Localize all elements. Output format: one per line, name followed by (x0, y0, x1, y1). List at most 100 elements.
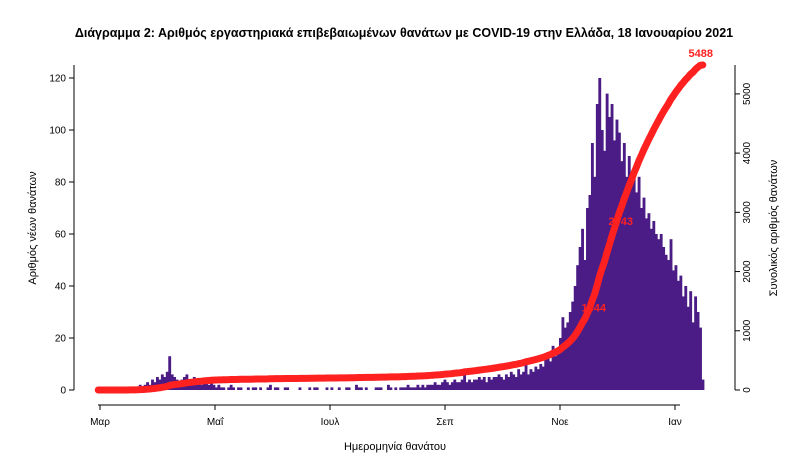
cumulative-label: 5488 (689, 48, 713, 60)
bar (527, 374, 530, 390)
bar (269, 384, 272, 390)
bar (436, 384, 439, 390)
bar (598, 78, 602, 390)
bar (214, 387, 218, 390)
cumulative-label: 1344 (581, 303, 606, 315)
y2-tick-label: 2000 (742, 260, 753, 283)
bar (428, 384, 432, 390)
bar (581, 228, 584, 390)
x-tick-label: Σεπ (436, 417, 454, 428)
bar (190, 382, 194, 390)
bar (563, 327, 567, 390)
y2-tick-label: 3000 (742, 201, 753, 224)
bar (313, 387, 317, 390)
y-ticks-right: 0 1000 2000 3000 4000 5000 (735, 82, 753, 393)
bar (418, 387, 422, 390)
bar (509, 371, 513, 390)
bar (659, 234, 663, 390)
bar (421, 384, 425, 390)
x-tick-label: Νοε (551, 417, 569, 428)
bar (480, 379, 484, 390)
bar (404, 387, 408, 390)
bar (259, 387, 263, 390)
y2-axis-label: Συνολικός αριθμός θανάτων (768, 159, 780, 296)
bar (546, 353, 550, 390)
bar (386, 384, 390, 390)
cumulative-line (94, 61, 707, 394)
bar (595, 104, 599, 390)
bar (251, 387, 255, 390)
bar (588, 195, 592, 390)
bar (586, 208, 589, 390)
bar (524, 358, 528, 390)
bar (514, 377, 518, 390)
bar (155, 377, 159, 390)
bar (217, 384, 221, 390)
bar (210, 382, 213, 390)
bar (200, 384, 204, 390)
bar (667, 260, 670, 390)
bars (128, 78, 705, 390)
cumulative-label: 2743 (609, 216, 633, 228)
bar (409, 387, 412, 390)
bar (472, 379, 476, 390)
x-ticks: Μαρ Μαΐ Ιουλ Σεπ Νοε Ιαν (90, 405, 682, 428)
bar (337, 387, 341, 390)
bar (219, 387, 223, 390)
bar (615, 119, 619, 390)
bar (394, 387, 398, 390)
bar (374, 387, 378, 390)
bar (676, 280, 680, 390)
bar (613, 140, 616, 390)
bar (529, 369, 533, 390)
bar (239, 387, 243, 390)
bar (355, 384, 358, 390)
bar (630, 182, 634, 390)
bar (468, 379, 471, 390)
bar (325, 387, 329, 390)
bar (544, 358, 548, 390)
bar (207, 384, 211, 390)
bar (681, 296, 685, 390)
bar (522, 371, 526, 390)
bar (165, 371, 169, 390)
bar (222, 387, 226, 390)
bar (490, 379, 494, 390)
bar (357, 387, 361, 390)
bar (345, 387, 349, 390)
bar (389, 387, 393, 390)
bar (377, 387, 381, 390)
bar (632, 169, 636, 390)
bar (197, 382, 201, 390)
bar (254, 387, 258, 390)
bar (647, 213, 651, 390)
bar (450, 382, 454, 390)
bar (649, 228, 653, 390)
bar (640, 208, 643, 390)
bar (504, 374, 508, 390)
bar (500, 377, 503, 390)
bar (276, 387, 280, 390)
x-axis-label: Ημερομηνία θανάτου (344, 441, 446, 453)
bar (431, 384, 435, 390)
bar (455, 382, 459, 390)
bar (416, 384, 420, 390)
y2-tick-label: 4000 (742, 142, 753, 165)
bar (578, 247, 582, 390)
y-tick-label: 20 (55, 334, 67, 345)
bar (460, 379, 464, 390)
bar (539, 364, 543, 390)
y-tick-label: 60 (55, 230, 67, 241)
bar (433, 382, 437, 390)
bar (497, 374, 501, 390)
bar (672, 270, 675, 390)
x-tick-label: Μαΐ (207, 416, 224, 428)
bar (475, 379, 479, 390)
bar (517, 369, 521, 390)
bar (283, 387, 287, 390)
bar (308, 387, 312, 390)
bar (399, 387, 403, 390)
bar (438, 384, 442, 390)
bar (406, 384, 410, 390)
bar (674, 265, 678, 390)
